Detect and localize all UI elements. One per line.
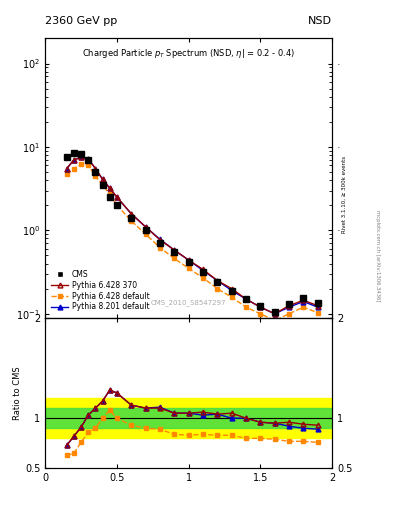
Y-axis label: Ratio to CMS: Ratio to CMS [13, 366, 22, 420]
Text: CMS_2010_S8547297: CMS_2010_S8547297 [151, 300, 226, 306]
Text: Rivet 3.1.10, ≥ 300k events: Rivet 3.1.10, ≥ 300k events [342, 156, 347, 233]
Legend: CMS, Pythia 6.428 370, Pythia 6.428 default, Pythia 8.201 default: CMS, Pythia 6.428 370, Pythia 6.428 defa… [49, 267, 152, 314]
Text: Charged Particle $p_T$ Spectrum (NSD, $\eta$| = 0.2 - 0.4): Charged Particle $p_T$ Spectrum (NSD, $\… [82, 47, 295, 60]
Bar [45, 398, 332, 438]
Text: NSD: NSD [308, 15, 332, 26]
Bar [45, 408, 332, 428]
Text: mcplots.cern.ch [arXiv:1306.3436]: mcplots.cern.ch [arXiv:1306.3436] [375, 210, 380, 302]
Text: 2360 GeV pp: 2360 GeV pp [45, 15, 118, 26]
